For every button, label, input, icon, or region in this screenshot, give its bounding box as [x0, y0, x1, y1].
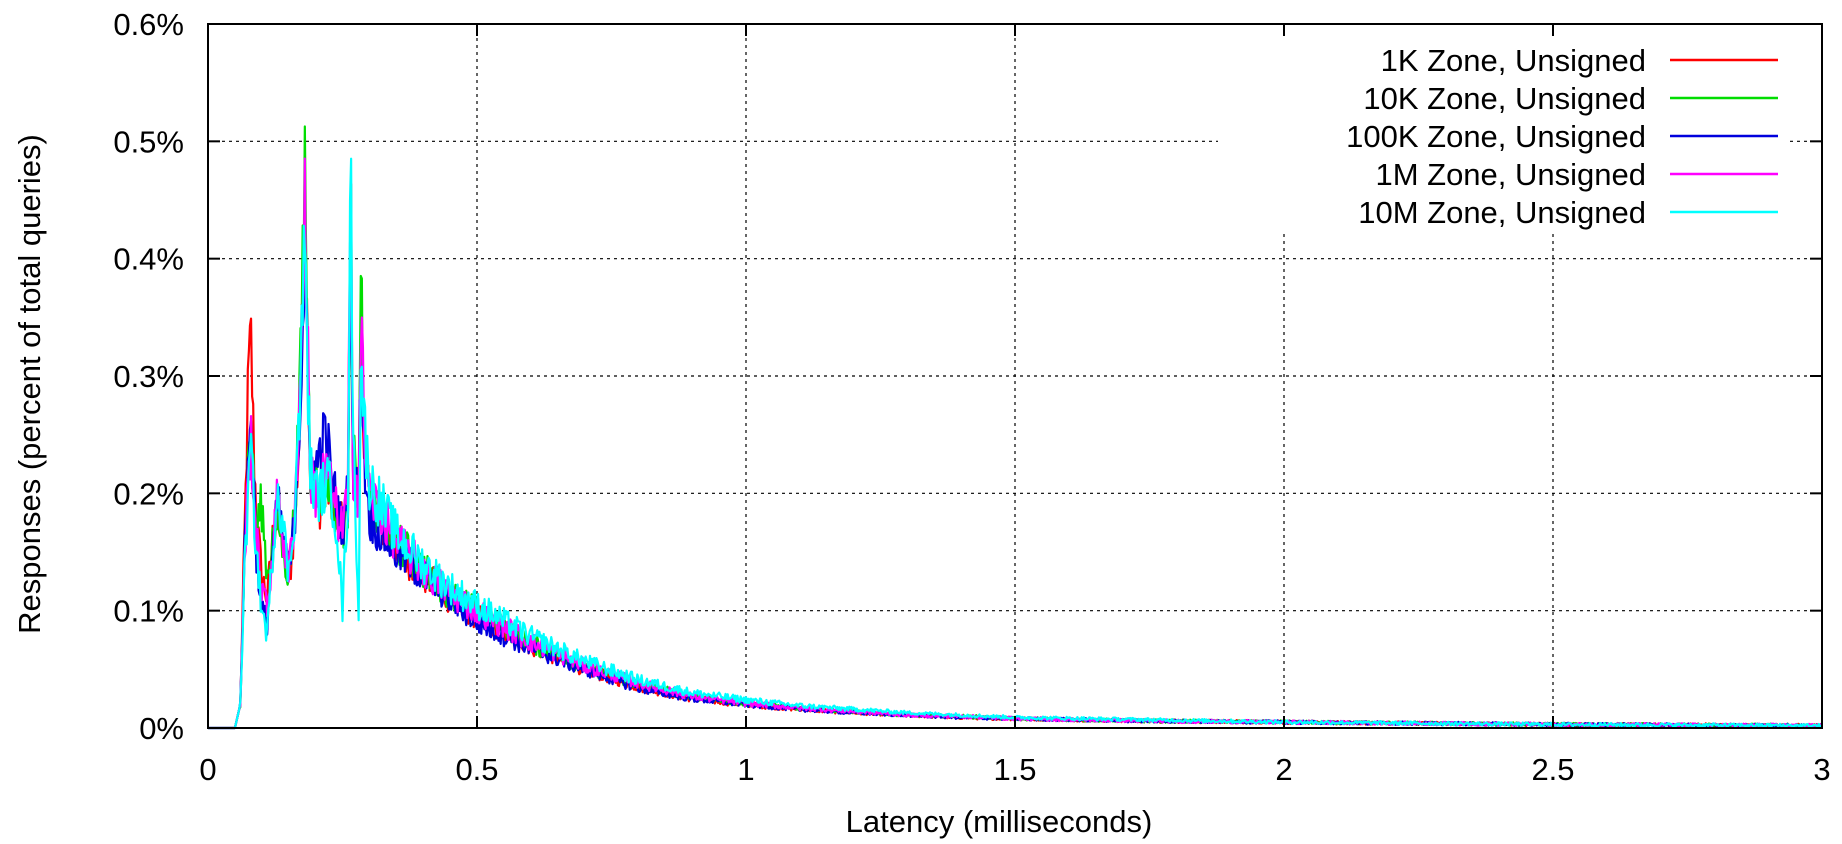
legend-label: 100K Zone, Unsigned: [1346, 119, 1646, 154]
legend-label: 1M Zone, Unsigned: [1375, 157, 1646, 192]
grid-lines: [208, 24, 1822, 728]
x-tick-label: 2: [1275, 752, 1292, 787]
x-tick-label: 3: [1813, 752, 1830, 787]
y-tick-label: 0.4%: [113, 242, 184, 277]
x-axis-title: Latency (milliseconds): [846, 804, 1153, 839]
axes: 0 0.5 1 1.5 2 2.5 3 0% 0.1% 0.2% 0.3% 0.4% 0.5% 0.6%: [113, 7, 1830, 787]
y-tick-label: 0.1%: [113, 594, 184, 629]
y-axis-title: Responses (percent of total queries): [12, 134, 47, 634]
x-tick-label: 1: [737, 752, 754, 787]
y-tick-label: 0.6%: [113, 7, 184, 42]
y-tick-label: 0.2%: [113, 476, 184, 511]
x-tick-label: 1.5: [993, 752, 1036, 787]
legend-label: 10M Zone, Unsigned: [1358, 195, 1646, 230]
y-tick-label: 0%: [139, 711, 184, 746]
y-tick-label: 0.5%: [113, 124, 184, 159]
x-tick-label: 0: [199, 752, 216, 787]
series-line-1: [207, 182, 1823, 730]
legend-background: [1218, 36, 1788, 232]
legend-label: 10K Zone, Unsigned: [1363, 81, 1646, 116]
legend-label: 1K Zone, Unsigned: [1381, 43, 1646, 78]
x-tick-label: 0.5: [455, 752, 498, 787]
y-tick-label: 0.3%: [113, 359, 184, 394]
x-tick-label: 2.5: [1531, 752, 1574, 787]
